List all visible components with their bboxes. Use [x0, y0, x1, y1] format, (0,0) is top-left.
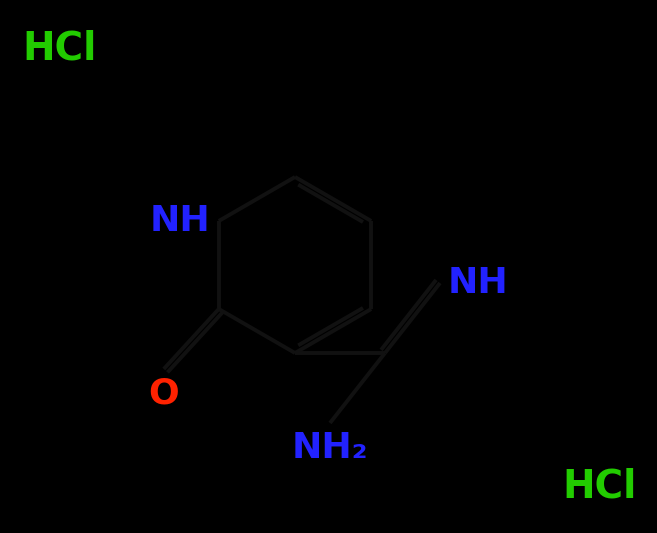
Text: HCl: HCl — [562, 467, 637, 505]
Text: NH₂: NH₂ — [292, 431, 369, 465]
Text: O: O — [148, 377, 179, 411]
Text: NH: NH — [448, 266, 509, 300]
Text: NH: NH — [150, 204, 211, 238]
Text: HCl: HCl — [22, 30, 97, 68]
